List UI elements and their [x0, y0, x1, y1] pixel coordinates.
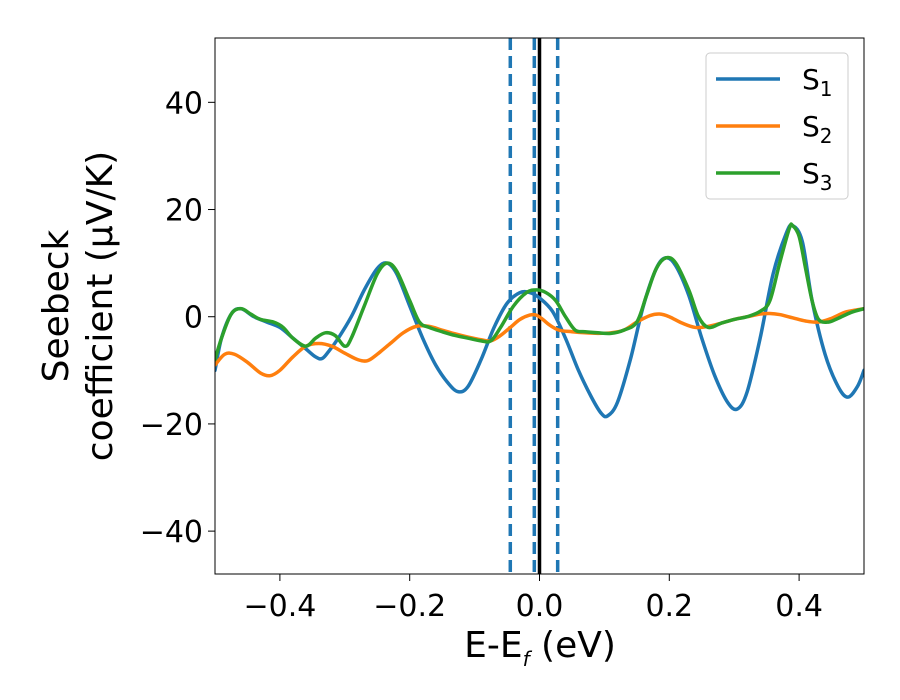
x-tick-label: 0.4 [775, 589, 823, 624]
x-tick-label: 0.2 [645, 589, 693, 624]
x-axis-label-subscript: f [523, 647, 533, 671]
legend-label-s2: S2 [802, 110, 833, 148]
y-axis-label: Seebeck coefficient (μV/K) [36, 151, 121, 461]
legend-items: S1 S2 S3 [716, 63, 833, 195]
x-axis-label: E-Ef (eV) [464, 625, 616, 671]
x-axis-label-units: (eV) [530, 625, 616, 666]
legend-label-s1: S1 [802, 63, 833, 101]
y-tick-label: 40 [165, 86, 203, 121]
reference-lines [508, 38, 560, 574]
y-tick-label: −40 [140, 515, 203, 550]
legend: S1 S2 S3 [705, 52, 849, 200]
series-line-s1 [215, 223, 864, 419]
x-tick-label: 0.0 [516, 589, 564, 624]
x-tick-label: −0.2 [373, 589, 446, 624]
x-axis-ticks: −0.4 −0.2 0.0 0.2 0.4 [243, 574, 823, 624]
x-tick-label: −0.4 [243, 589, 316, 624]
y-tick-label: 20 [165, 194, 203, 229]
y-tick-label: 0 [184, 301, 203, 336]
x-axis-label-main: E-E [464, 625, 522, 666]
series-lines [215, 222, 864, 419]
y-tick-label: −20 [140, 408, 203, 443]
y-axis-ticks: −40 −20 0 20 40 [140, 86, 215, 550]
y-axis-label-line2: coefficient (μV/K) [80, 151, 121, 461]
legend-label-s3: S3 [802, 157, 833, 195]
y-axis-label-line1: Seebeck [36, 229, 77, 382]
series-line-s3 [215, 222, 864, 362]
